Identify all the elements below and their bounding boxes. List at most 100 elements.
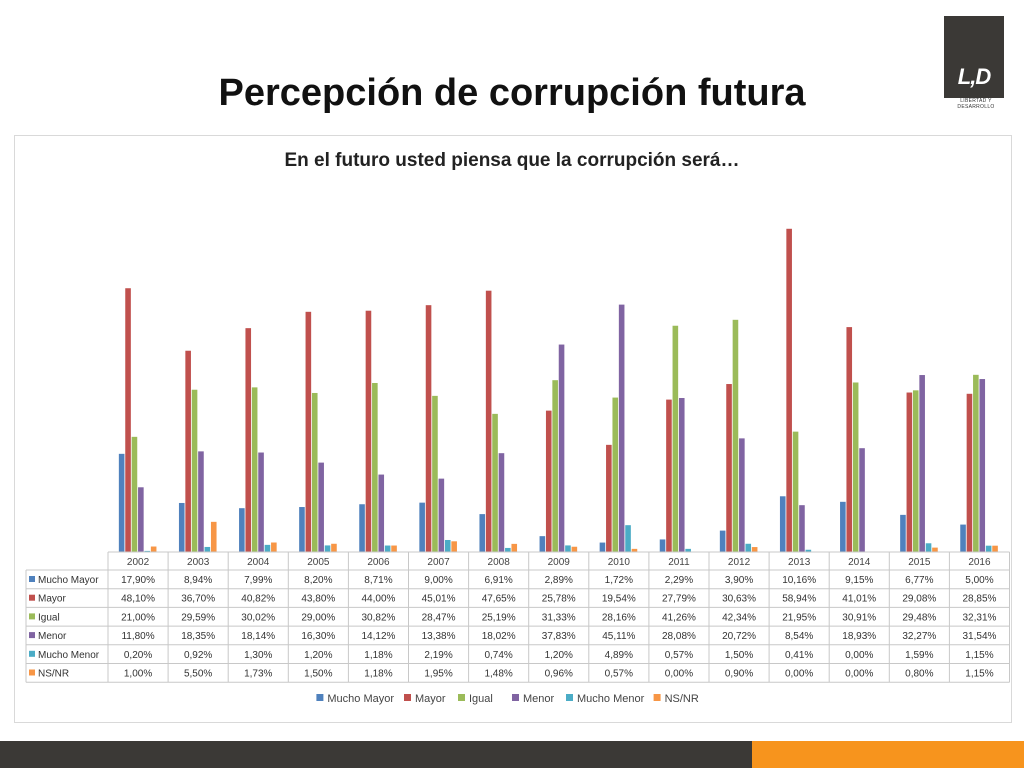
cell-mucho-mayor-2014: 9,15% xyxy=(845,575,873,586)
cell-mucho-mayor-2002: 17,90% xyxy=(121,575,155,586)
cell-mucho-menor-2012: 1,50% xyxy=(725,650,753,661)
cell-mayor-2015: 29,08% xyxy=(902,594,936,605)
bar-mucho-menor-2002 xyxy=(144,550,151,552)
bar-mucho-mayor-2013 xyxy=(779,496,786,552)
bar-menor-2007 xyxy=(438,478,445,552)
cell-mucho-mayor-2010: 1,72% xyxy=(605,575,633,586)
bar-igual-2006 xyxy=(372,382,378,552)
bar-mayor-2002 xyxy=(125,288,131,552)
bar-menor-2015 xyxy=(919,375,925,552)
cell-mayor-2004: 40,82% xyxy=(241,594,275,605)
bar-igual-2003 xyxy=(191,389,198,552)
legend-key-mayor xyxy=(404,694,411,701)
cell-igual-2008: 25,19% xyxy=(482,612,516,623)
cell-igual-2016: 32,31% xyxy=(962,612,996,623)
bar-mucho-menor-2009 xyxy=(565,545,571,552)
bar-igual-2009 xyxy=(552,380,558,552)
category-label-2005: 2005 xyxy=(307,557,330,568)
bar-ns-nr-2015 xyxy=(932,547,938,552)
cell-mucho-mayor-2016: 5,00% xyxy=(965,575,993,586)
bar-mucho-menor-2010 xyxy=(625,525,631,552)
cell-mucho-menor-2005: 1,20% xyxy=(304,650,332,661)
bar-igual-2007 xyxy=(432,395,438,552)
category-label-2008: 2008 xyxy=(488,557,511,568)
bar-igual-2011 xyxy=(672,325,679,552)
bar-mayor-2012 xyxy=(726,384,732,552)
footer-bar-dark xyxy=(0,741,752,768)
cell-mucho-menor-2009: 1,20% xyxy=(545,650,573,661)
legend-label-igual: Igual xyxy=(469,693,493,705)
cell-mucho-mayor-2011: 2,29% xyxy=(665,575,693,586)
cell-igual-2004: 30,02% xyxy=(241,612,275,623)
bar-menor-2005 xyxy=(318,462,324,552)
cell-mayor-2013: 58,94% xyxy=(782,594,816,605)
cell-igual-2011: 41,26% xyxy=(662,612,696,623)
bar-mucho-menor-2007 xyxy=(444,539,451,552)
legend-key-igual xyxy=(458,694,465,701)
cell-mucho-menor-2013: 0,41% xyxy=(785,650,813,661)
cell-ns-nr-2009: 0,96% xyxy=(545,669,573,680)
row-key-ns-nr xyxy=(29,669,35,676)
cell-ns-nr-2012: 0,90% xyxy=(725,669,753,680)
cell-mucho-mayor-2006: 8,71% xyxy=(364,575,392,586)
bar-mucho-mayor-2009 xyxy=(539,536,546,552)
bar-mucho-menor-2003 xyxy=(204,546,211,552)
cell-mayor-2011: 27,79% xyxy=(662,594,696,605)
category-label-2009: 2009 xyxy=(548,557,571,568)
category-label-2010: 2010 xyxy=(608,557,631,568)
cell-igual-2010: 28,16% xyxy=(602,612,636,623)
row-label-mucho-menor: Mucho Menor xyxy=(38,650,100,661)
bar-ns-nr-2010 xyxy=(631,548,638,552)
cell-menor-2002: 11,80% xyxy=(121,631,154,642)
slide-title: Percepción de corrupción futura xyxy=(218,72,806,114)
bar-menor-2013 xyxy=(799,505,805,552)
bar-mucho-mayor-2016 xyxy=(960,524,966,552)
cell-menor-2006: 14,12% xyxy=(361,631,395,642)
cell-mucho-mayor-2008: 6,91% xyxy=(484,575,512,586)
cell-igual-2002: 21,00% xyxy=(121,612,155,623)
bar-ns-nr-2007 xyxy=(451,541,457,552)
bar-igual-2013 xyxy=(792,431,799,552)
cell-mucho-menor-2014: 0,00% xyxy=(845,650,873,661)
cell-mayor-2010: 19,54% xyxy=(602,594,636,605)
bar-igual-2002 xyxy=(131,436,138,552)
category-label-2011: 2011 xyxy=(668,557,690,568)
bar-mayor-2015 xyxy=(906,392,913,552)
cell-igual-2006: 30,82% xyxy=(361,612,395,623)
cell-ns-nr-2005: 1,50% xyxy=(304,669,332,680)
cell-mucho-mayor-2004: 7,99% xyxy=(244,575,272,586)
cell-menor-2014: 18,93% xyxy=(842,631,876,642)
cell-menor-2009: 37,83% xyxy=(542,631,576,642)
category-label-2014: 2014 xyxy=(848,557,871,568)
cell-mucho-menor-2008: 0,74% xyxy=(484,650,512,661)
cell-mayor-2006: 44,00% xyxy=(361,594,395,605)
ld-logo: L,D xyxy=(944,16,1004,98)
cell-igual-2013: 21,95% xyxy=(782,612,816,623)
bar-mucho-menor-2008 xyxy=(505,547,511,552)
bar-menor-2010 xyxy=(618,304,625,552)
cell-igual-2012: 42,34% xyxy=(722,612,756,623)
cell-ns-nr-2016: 1,15% xyxy=(965,669,993,680)
bar-mucho-mayor-2005 xyxy=(299,507,305,552)
bar-mucho-mayor-2010 xyxy=(599,542,606,552)
cell-ns-nr-2004: 1,73% xyxy=(244,669,272,680)
bar-mucho-mayor-2014 xyxy=(840,501,846,552)
category-label-2006: 2006 xyxy=(367,557,390,568)
row-label-mucho-mayor: Mucho Mayor xyxy=(38,575,99,586)
cell-menor-2003: 18,35% xyxy=(181,631,215,642)
cell-ns-nr-2006: 1,18% xyxy=(364,669,392,680)
cell-menor-2013: 8,54% xyxy=(785,631,813,642)
bar-igual-2005 xyxy=(311,392,318,552)
bar-mayor-2013 xyxy=(786,228,792,552)
cell-ns-nr-2002: 1,00% xyxy=(124,669,152,680)
row-key-mucho-mayor xyxy=(29,576,35,582)
cell-mucho-mayor-2007: 9,00% xyxy=(424,575,452,586)
cell-mucho-menor-2004: 1,30% xyxy=(244,650,272,661)
cell-menor-2008: 18,02% xyxy=(482,631,516,642)
cell-mucho-menor-2003: 0,92% xyxy=(184,650,212,661)
bar-mucho-mayor-2004 xyxy=(239,508,245,552)
cell-mucho-menor-2006: 1,18% xyxy=(364,650,392,661)
cell-menor-2015: 32,27% xyxy=(902,631,936,642)
row-key-igual xyxy=(29,613,35,620)
bar-mucho-menor-2012 xyxy=(745,543,752,552)
